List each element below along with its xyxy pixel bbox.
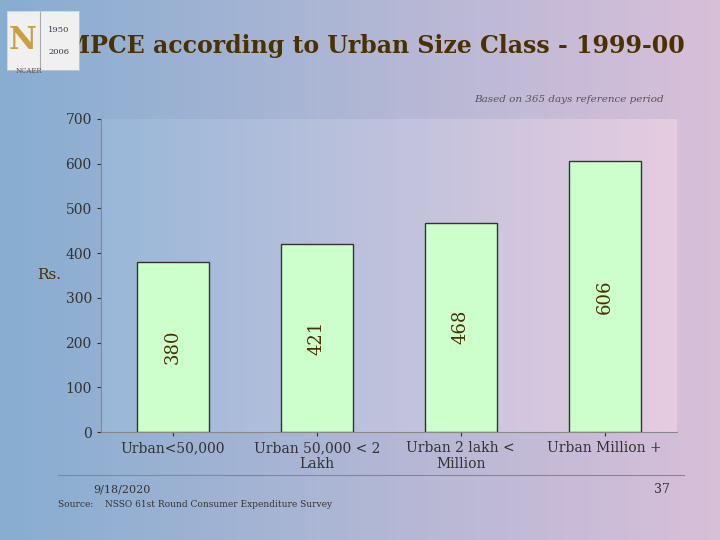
Y-axis label: Rs.: Rs.: [37, 268, 60, 282]
Text: 37: 37: [654, 483, 670, 496]
Text: 421: 421: [308, 321, 325, 355]
Text: 606: 606: [596, 279, 613, 314]
Bar: [137, 262, 209, 432]
Bar: [281, 244, 353, 432]
Text: 1950: 1950: [48, 26, 70, 34]
Text: Based on 365 days reference period: Based on 365 days reference period: [474, 96, 664, 104]
Text: 2006: 2006: [48, 49, 70, 56]
Text: MPCE according to Urban Size Class - 1999-00: MPCE according to Urban Size Class - 199…: [64, 34, 685, 58]
Text: NCAER: NCAER: [16, 68, 42, 75]
Text: 9/18/2020: 9/18/2020: [94, 485, 151, 495]
Bar: [569, 161, 641, 432]
Text: 468: 468: [452, 310, 470, 345]
Text: 380: 380: [164, 330, 181, 364]
Text: N: N: [9, 25, 37, 56]
Bar: [425, 222, 497, 432]
Text: Source:    NSSO 61st Round Consumer Expenditure Survey: Source: NSSO 61st Round Consumer Expendi…: [58, 501, 332, 509]
